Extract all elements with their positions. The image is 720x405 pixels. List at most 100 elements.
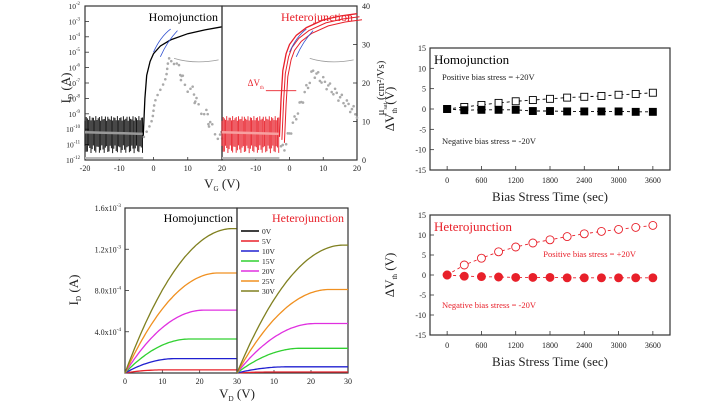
- mobility-point: [152, 104, 156, 107]
- mobility-point: [145, 130, 148, 133]
- mobility-point: [165, 67, 169, 71]
- data-point: [494, 105, 503, 114]
- y-tick-label: 10-10: [66, 125, 81, 134]
- data-point: [459, 271, 469, 281]
- chart-title: Heterojunction: [434, 219, 512, 234]
- y-tick-label: 4.0x10-4: [95, 327, 122, 337]
- data-point: [494, 98, 503, 107]
- data-point: [597, 107, 606, 116]
- data-point: [545, 235, 555, 245]
- x-tick-label: 0: [288, 164, 292, 173]
- mobility-point: [321, 75, 325, 79]
- y-tick-label: 8.0x10-4: [95, 286, 122, 296]
- x-tick-label: 3000: [611, 176, 627, 185]
- y-tick-label: 10-7: [68, 79, 80, 88]
- mobility-point: [296, 112, 300, 115]
- output-curve-5V: [124, 369, 237, 374]
- mobility-point: [352, 104, 355, 108]
- output-curve-20V: [124, 309, 237, 374]
- output-curve-5V: [236, 371, 348, 374]
- y-tick-label: 5: [422, 251, 426, 260]
- mobility-point: [306, 86, 310, 90]
- y-tick-label: 0: [422, 105, 426, 114]
- data-point: [648, 88, 657, 97]
- x-tick-label: 3600: [645, 176, 661, 185]
- y-tick-label: -10: [415, 146, 426, 155]
- mobility-point: [194, 100, 197, 103]
- mobility-point: [152, 109, 155, 113]
- data-point: [596, 273, 606, 283]
- transfer-panel-1: -10 0 10 20 Heterojunction: [221, 5, 363, 173]
- mobility-point: [294, 117, 298, 121]
- data-point: [614, 90, 623, 99]
- mobility-point: [289, 132, 293, 135]
- y-tick-label: 10-8: [68, 94, 80, 103]
- data-point: [614, 107, 623, 116]
- mobility-point: [305, 83, 308, 87]
- mobility-point: [318, 79, 322, 83]
- y-tick-label: 10-5: [68, 48, 80, 57]
- sweep-arrow-up: [289, 28, 307, 53]
- mobility-point: [350, 107, 354, 111]
- output-panel-0: 0 10 20 30 Homojunction: [123, 207, 241, 386]
- mobility-point: [338, 95, 342, 99]
- legend-label: 20V: [262, 267, 276, 276]
- x-tick-label: 10: [270, 377, 278, 386]
- data-point: [563, 107, 572, 116]
- data-point: [597, 92, 606, 100]
- mobility-point: [281, 143, 285, 147]
- output-curve-30V: [124, 227, 237, 374]
- annotation-negative: Negative bias stress = -20V: [442, 300, 537, 310]
- data-point: [648, 273, 658, 283]
- mobility-point: [183, 83, 187, 87]
- data-point: [511, 242, 521, 252]
- data-point: [511, 105, 520, 114]
- data-point: [460, 106, 469, 115]
- y2-axis-label: μsat (cm²/Vs): [375, 60, 389, 115]
- data-point: [562, 273, 572, 283]
- mobility-point: [166, 62, 170, 65]
- legend-label: 10V: [262, 247, 276, 256]
- mobility-point: [191, 85, 194, 88]
- x-tick-label: 20: [307, 377, 315, 386]
- x-tick-label: 1200: [508, 341, 524, 350]
- mobility-point: [355, 116, 359, 119]
- data-point: [443, 105, 452, 113]
- mobility-point: [333, 87, 337, 91]
- x-axis-label: VD (V): [219, 386, 255, 403]
- x-tick-label: 1200: [508, 176, 524, 185]
- data-point: [648, 107, 657, 116]
- mobility-point: [200, 112, 203, 116]
- data-point: [477, 105, 486, 114]
- annotation-positive: Positive bias stress = +20V: [442, 72, 536, 82]
- y-tick-label: 10-4: [68, 33, 80, 42]
- drain-current-curve: [278, 13, 358, 137]
- data-point: [528, 272, 538, 282]
- data-point: [579, 273, 589, 283]
- x-tick-label: 2400: [576, 341, 592, 350]
- data-point: [442, 270, 452, 280]
- mobility-point: [343, 104, 347, 108]
- data-point: [579, 229, 589, 239]
- x-tick-label: 0: [445, 176, 449, 185]
- mobility-point: [177, 63, 181, 67]
- y-axis-label: ΔVth (V): [382, 87, 399, 132]
- y-tick-label: 1.2x10-3: [95, 244, 122, 254]
- data-point: [631, 273, 641, 283]
- mobility-point: [207, 122, 210, 126]
- legend-label: 30V: [262, 287, 276, 296]
- y-tick-label: 10-6: [68, 64, 80, 73]
- mobility-point: [311, 69, 315, 72]
- y-tick-label: 10-9: [68, 110, 80, 119]
- mobility-point: [156, 93, 159, 97]
- delta-vth-label: ΔVth: [248, 78, 265, 91]
- mobility-point: [167, 57, 171, 60]
- x-tick-label: 20: [353, 164, 361, 173]
- output-curve-20V: [236, 322, 348, 374]
- x-tick-label: 600: [475, 176, 487, 185]
- mobility-point: [335, 91, 339, 95]
- mobility-point: [207, 125, 211, 128]
- y-tick-label: 10-3: [68, 17, 80, 26]
- data-point: [511, 97, 520, 106]
- legend-label: 15V: [262, 257, 276, 266]
